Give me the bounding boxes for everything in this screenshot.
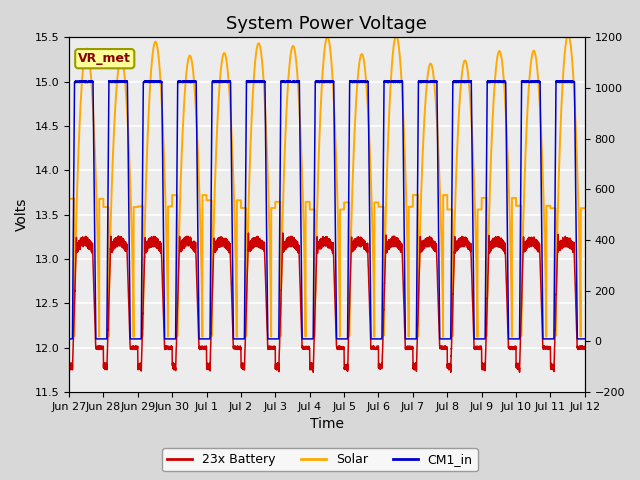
Legend: 23x Battery, Solar, CM1_in: 23x Battery, Solar, CM1_in: [163, 448, 477, 471]
Title: System Power Voltage: System Power Voltage: [227, 15, 428, 33]
X-axis label: Time: Time: [310, 418, 344, 432]
Y-axis label: Volts: Volts: [15, 198, 29, 231]
Text: VR_met: VR_met: [78, 52, 131, 65]
